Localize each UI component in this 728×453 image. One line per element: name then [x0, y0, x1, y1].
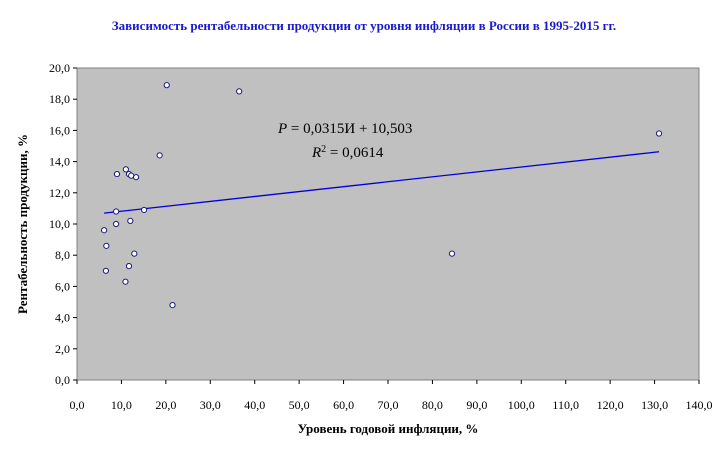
data-point: [122, 278, 129, 285]
data-point: [131, 250, 138, 257]
equation-lhs: P: [277, 121, 287, 137]
data-point: [112, 208, 120, 215]
r2-rhs: = 0,0614: [326, 145, 384, 161]
r2-sup: 2: [321, 144, 326, 155]
data-point: [448, 250, 456, 257]
x-tick-label: 70,0: [378, 398, 399, 412]
y-tick-label: 4,0: [55, 311, 70, 325]
data-points: [101, 82, 663, 309]
x-tick-label: 120,0: [597, 398, 624, 412]
x-tick-label: 130,0: [641, 398, 668, 412]
data-point: [236, 88, 243, 95]
x-tick-label: 0,0: [70, 398, 85, 412]
x-tick-label: 10,0: [111, 398, 132, 412]
data-point: [127, 217, 134, 224]
y-tick-label: 10,0: [49, 217, 70, 231]
y-axis-ticks: 0,0 2,0 4,0 6,0 8,0 10,0 12,0 14,0 16,0 18,0 20,0: [49, 61, 77, 387]
x-tick-label: 40,0: [244, 398, 265, 412]
r-squared: R2 = 0,0614: [311, 144, 384, 162]
data-point: [122, 166, 129, 173]
x-tick-label: 110,0: [552, 398, 579, 412]
data-point: [655, 130, 663, 137]
y-tick-label: 16,0: [49, 123, 70, 137]
x-tick-label: 50,0: [289, 398, 310, 412]
equation-rhs: = 0,0315И + 10,503: [287, 121, 412, 137]
data-point: [169, 302, 176, 309]
y-axis-label: Рентабельность продукции, %: [15, 134, 30, 314]
y-tick-label: 8,0: [55, 248, 70, 262]
y-tick-label: 0,0: [55, 373, 70, 387]
y-tick-label: 6,0: [55, 279, 70, 293]
y-tick-label: 12,0: [49, 186, 70, 200]
y-tick-label: 2,0: [55, 342, 70, 356]
data-point: [103, 242, 110, 249]
x-axis-ticks: 0,0 10,0 20,0 30,0 40,0 50,0 60,0 70,0 80,0 90,0 1…: [70, 380, 713, 412]
data-point: [101, 227, 108, 234]
x-tick-label: 140,0: [686, 398, 713, 412]
chart-title: Зависимость рентабельности продукции от …: [112, 18, 616, 33]
y-tick-label: 20,0: [49, 61, 70, 75]
data-point: [125, 263, 133, 270]
data-point: [113, 170, 121, 178]
x-tick-label: 90,0: [466, 398, 487, 412]
plot-area: [76, 67, 700, 381]
x-tick-label: 30,0: [200, 398, 221, 412]
x-axis-label: Уровень годовой инфляции, %: [298, 421, 479, 436]
data-point: [112, 220, 120, 228]
y-tick-label: 14,0: [49, 155, 70, 169]
x-tick-label: 60,0: [333, 398, 354, 412]
data-point: [132, 174, 140, 181]
x-tick-label: 20,0: [155, 398, 176, 412]
data-point: [140, 206, 148, 214]
r2-lhs: R: [311, 145, 321, 161]
data-point: [156, 152, 163, 159]
data-point: [163, 82, 170, 89]
trend-equation: P = 0,0315И + 10,503: [277, 121, 412, 137]
data-point: [102, 267, 109, 274]
x-tick-label: 80,0: [422, 398, 443, 412]
y-tick-label: 18,0: [49, 92, 70, 106]
trendline: [104, 151, 660, 214]
x-tick-label: 100,0: [508, 398, 535, 412]
